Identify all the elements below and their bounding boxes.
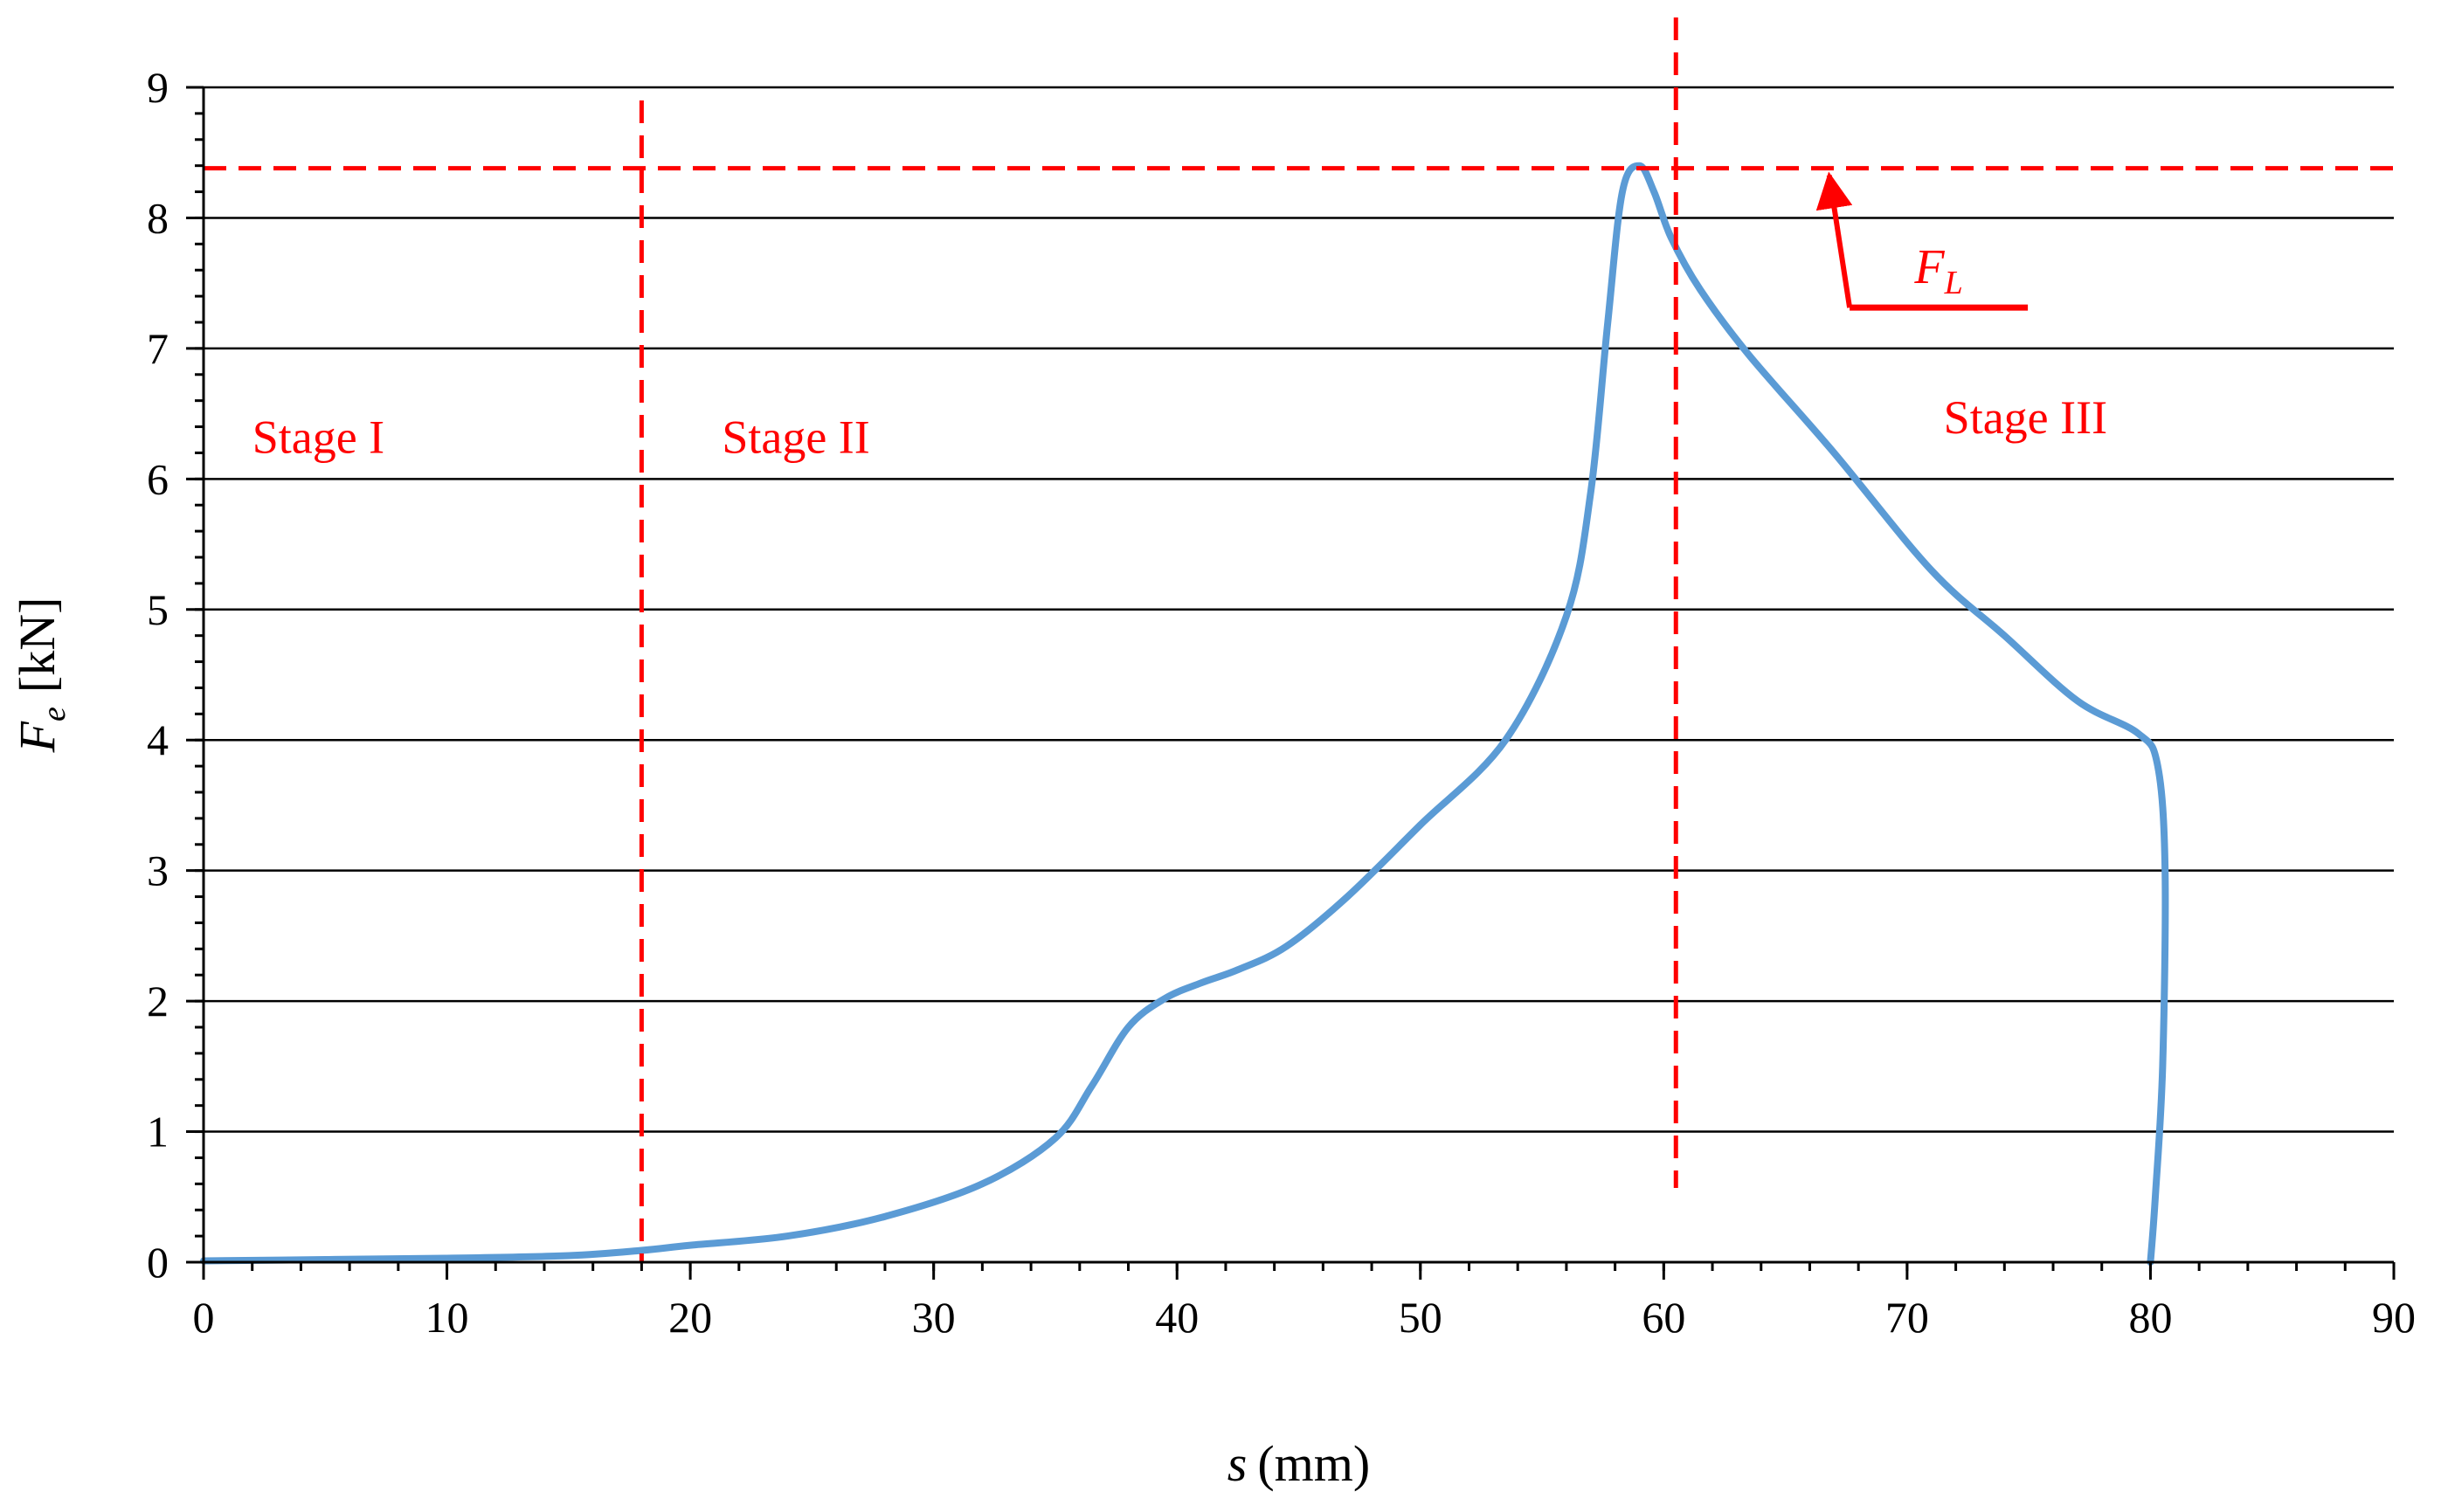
y-tick-label-4: 4 [147, 715, 169, 764]
y-tick-label-3: 3 [147, 846, 169, 895]
x-tick-label-80: 80 [2128, 1293, 2172, 1342]
reference-lines [204, 17, 2394, 1262]
y-axis-unit: [kN] [9, 597, 66, 694]
peak-load-arrow [1815, 171, 1853, 308]
stage-i-label: Stage I [252, 411, 384, 463]
x-axis-title: s (mm) [1227, 1435, 1370, 1492]
y-tick-label-2: 2 [147, 977, 169, 1025]
x-axis-variable: s [1227, 1435, 1248, 1492]
x-tick-label-10: 10 [425, 1293, 469, 1342]
y-axis-variable: F [9, 721, 66, 753]
series-layer [200, 162, 2169, 1266]
y-axis-subscript: e [36, 707, 73, 721]
y-tick-label-7: 7 [147, 324, 169, 373]
x-tick-label-20: 20 [668, 1293, 712, 1342]
x-tick-label-0: 0 [193, 1293, 215, 1342]
y-axis-title: Fe [kN] [9, 597, 73, 754]
series-line-0 [200, 162, 2169, 1266]
x-tick-label-50: 50 [1399, 1293, 1442, 1342]
peak-load-subscript: L [1944, 265, 1963, 301]
tick-labels: 0 10 20 30 40 50 60 70 80 90 0 1 2 3 4 5 6 7 8 9 [147, 63, 2416, 1342]
axes [186, 86, 2396, 1280]
y-tick-label-8: 8 [147, 193, 169, 242]
stage-ii-label: Stage II [722, 411, 869, 463]
y-tick-label-5: 5 [147, 585, 169, 634]
x-tick-label-70: 70 [1885, 1293, 1929, 1342]
stage-iii-label: Stage III [1944, 391, 2107, 444]
peak-load-annotation: FL [1815, 171, 2029, 311]
y-tick-label-0: 0 [147, 1238, 169, 1287]
y-tick-label-6: 6 [147, 454, 169, 503]
x-tick-label-30: 30 [912, 1293, 956, 1342]
x-tick-label-60: 60 [1642, 1293, 1685, 1342]
y-tick-label-1: 1 [147, 1108, 169, 1156]
peak-load-variable: F [1913, 240, 1945, 294]
x-tick-label-90: 90 [2372, 1293, 2416, 1342]
gridlines [204, 86, 2394, 1133]
peak-load-label: FL [1913, 240, 1962, 301]
x-axis-unit: (mm) [1257, 1435, 1370, 1492]
x-tick-label-40: 40 [1155, 1293, 1199, 1342]
y-tick-label-9: 9 [147, 63, 169, 112]
